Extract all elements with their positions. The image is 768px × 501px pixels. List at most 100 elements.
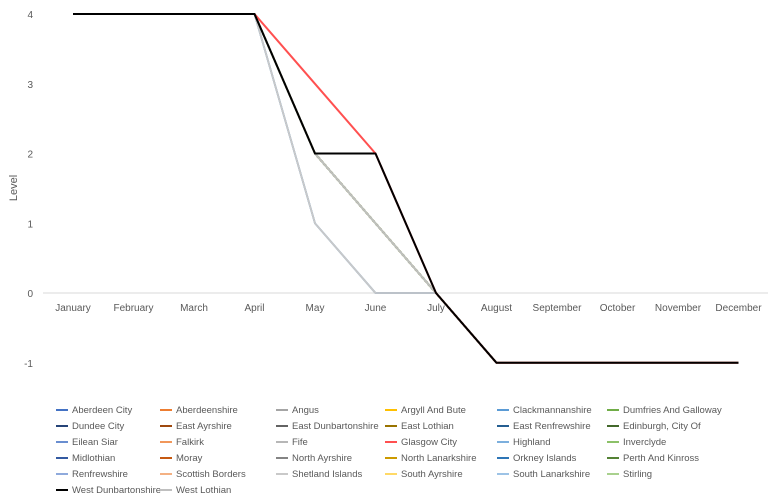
series-line-north-ayrshire bbox=[73, 13, 739, 364]
series-line-south-ayrshire bbox=[73, 13, 739, 364]
legend-label: Dundee City bbox=[72, 420, 125, 432]
legend-label: East Dunbartonshire bbox=[292, 420, 379, 432]
legend-item: Dumfries And Galloway bbox=[607, 402, 722, 418]
series-line-falkirk bbox=[73, 13, 739, 364]
legend-item: East Ayrshire bbox=[160, 418, 232, 434]
legend-swatch bbox=[276, 457, 288, 459]
legend-label: Scottish Borders bbox=[176, 468, 246, 480]
legend-item: Orkney Islands bbox=[497, 450, 576, 466]
series-line-angus bbox=[73, 13, 739, 364]
legend-item: Shetland Islands bbox=[276, 466, 362, 482]
series-line-glasgow-city bbox=[73, 13, 739, 364]
legend-swatch bbox=[607, 473, 619, 475]
series-line-aberdeen-city bbox=[73, 13, 739, 364]
legend-label: Aberdeenshire bbox=[176, 404, 238, 416]
y-tick-label: 3 bbox=[27, 80, 33, 91]
series-line-west-dunbartonshire bbox=[73, 13, 739, 364]
legend-item: Midlothian bbox=[56, 450, 115, 466]
legend-item: Moray bbox=[160, 450, 202, 466]
series-line-argyll-and-bute bbox=[73, 13, 739, 364]
legend-label: Clackmannanshire bbox=[513, 404, 592, 416]
legend-label: Dumfries And Galloway bbox=[623, 404, 722, 416]
legend-label: Orkney Islands bbox=[513, 452, 577, 464]
legend-item: South Lanarkshire bbox=[497, 466, 590, 482]
y-axis-label: Level bbox=[8, 175, 20, 201]
x-tick-label: June bbox=[365, 303, 387, 314]
x-tick-label: August bbox=[481, 303, 512, 314]
series-line-eilean-siar bbox=[73, 13, 739, 364]
legend-item: Highland bbox=[497, 434, 551, 450]
legend-swatch bbox=[56, 441, 68, 443]
legend-item: North Ayrshire bbox=[276, 450, 352, 466]
legend-label: Midlothian bbox=[72, 452, 116, 464]
series-line-east-dunbartonshire bbox=[73, 13, 739, 364]
y-tick-label: 4 bbox=[27, 10, 33, 21]
legend-label: Highland bbox=[513, 436, 551, 448]
legend-swatch bbox=[497, 441, 509, 443]
legend-label: North Ayrshire bbox=[292, 452, 353, 464]
series-line-east-lothian bbox=[73, 13, 739, 364]
x-tick-label: February bbox=[113, 303, 153, 314]
series-line-clackmannanshire bbox=[73, 13, 739, 364]
y-axis-tick-labels: -1 0 1 2 3 4 bbox=[24, 10, 33, 370]
legend-swatch bbox=[276, 441, 288, 443]
legend-item: Stirling bbox=[607, 466, 652, 482]
x-tick-label: July bbox=[427, 303, 445, 314]
x-tick-label: December bbox=[715, 303, 762, 314]
legend-swatch bbox=[56, 409, 68, 411]
legend-label: North Lanarkshire bbox=[401, 452, 477, 464]
series-line-highland bbox=[73, 13, 739, 364]
legend-label: Eilean Siar bbox=[72, 436, 118, 448]
legend-label: Edinburgh, City Of bbox=[623, 420, 701, 432]
legend-item: Aberdeen City bbox=[56, 402, 132, 418]
y-tick-label: 0 bbox=[27, 289, 33, 300]
legend-item: Fife bbox=[276, 434, 308, 450]
legend-swatch bbox=[607, 409, 619, 411]
legend-swatch bbox=[497, 409, 509, 411]
legend-swatch bbox=[276, 473, 288, 475]
series-line-east-renfrewshire bbox=[73, 13, 739, 364]
legend-swatch bbox=[160, 441, 172, 443]
series-line-moray bbox=[73, 13, 739, 364]
series-line-perth-and-kinross bbox=[73, 13, 739, 364]
x-tick-label: September bbox=[533, 303, 583, 314]
legend-item: West Dunbartonshire bbox=[56, 482, 161, 498]
legend-label: West Lothian bbox=[176, 484, 232, 496]
x-tick-label: January bbox=[55, 303, 91, 314]
legend-item: Clackmannanshire bbox=[497, 402, 592, 418]
legend-swatch bbox=[276, 425, 288, 427]
series-line-orkney-islands bbox=[73, 13, 739, 364]
x-tick-label: May bbox=[306, 303, 325, 314]
legend-swatch bbox=[56, 425, 68, 427]
legend-item: West Lothian bbox=[160, 482, 231, 498]
legend-item: Argyll And Bute bbox=[385, 402, 466, 418]
legend-item: Dundee City bbox=[56, 418, 124, 434]
legend-label: Aberdeen City bbox=[72, 404, 133, 416]
series-line-shetland-islands bbox=[73, 13, 739, 364]
legend-item: Edinburgh, City Of bbox=[607, 418, 701, 434]
series-line-scottish-borders bbox=[73, 13, 739, 364]
series-line-east-ayrshire bbox=[73, 13, 739, 364]
legend-label: Fife bbox=[292, 436, 308, 448]
x-axis-tick-labels: January February March April May June July Augu… bbox=[55, 303, 762, 314]
legend-item: Aberdeenshire bbox=[160, 402, 238, 418]
legend-item: Scottish Borders bbox=[160, 466, 246, 482]
legend-item: Eilean Siar bbox=[56, 434, 118, 450]
series-line-north-lanarkshire bbox=[73, 13, 739, 364]
legend-label: Falkirk bbox=[176, 436, 204, 448]
series-line-south-lanarkshire bbox=[73, 13, 739, 364]
legend-label: East Lothian bbox=[401, 420, 454, 432]
legend-swatch bbox=[497, 425, 509, 427]
legend-label: South Ayrshire bbox=[401, 468, 463, 480]
legend-label: Glasgow City bbox=[401, 436, 457, 448]
series-line-dundee-city bbox=[73, 13, 739, 364]
y-tick-label: 1 bbox=[27, 219, 33, 230]
legend-label: Renfrewshire bbox=[72, 468, 128, 480]
legend-swatch bbox=[607, 425, 619, 427]
legend-swatch bbox=[607, 457, 619, 459]
series-line-aberdeenshire bbox=[73, 13, 739, 364]
legend-item: East Dunbartonshire bbox=[276, 418, 379, 434]
series-line-fife bbox=[73, 13, 739, 364]
y-tick-label: -1 bbox=[24, 359, 33, 370]
